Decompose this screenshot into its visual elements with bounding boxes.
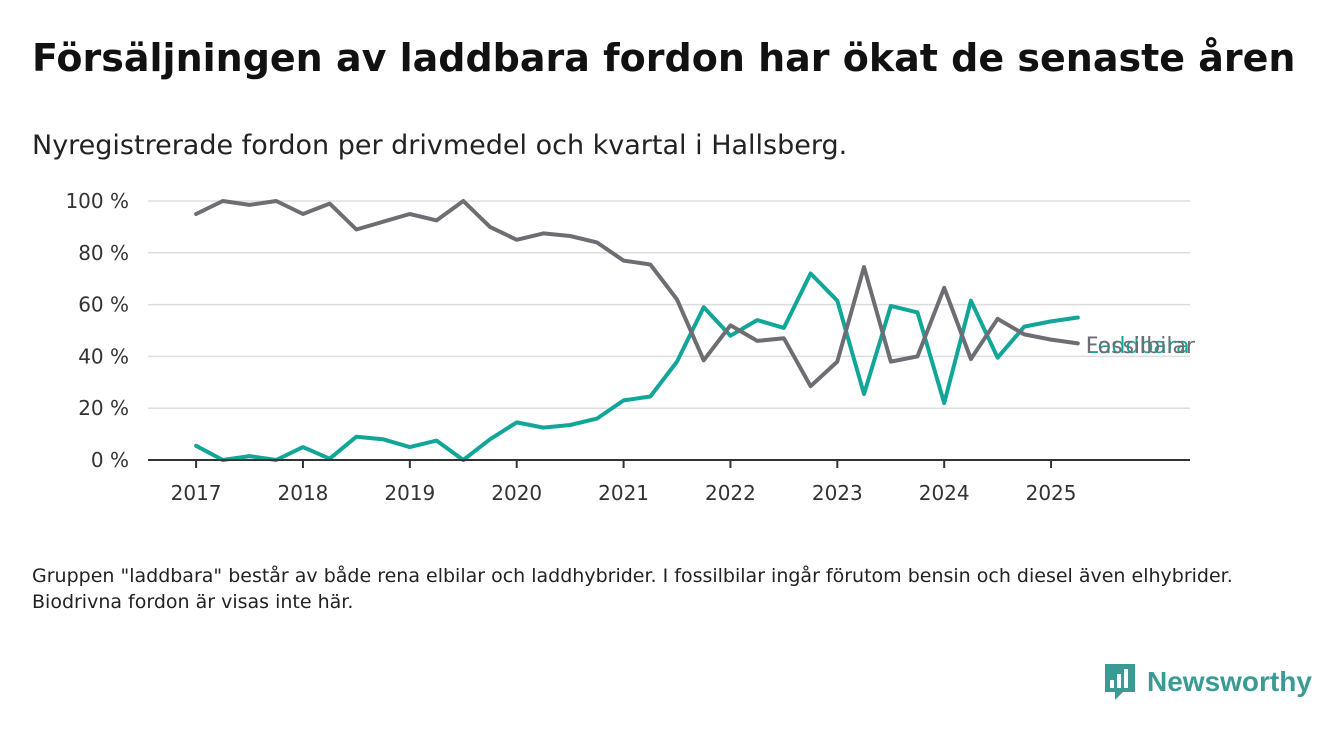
chart-subtitle: Nyregistrerade fordon per drivmedel och … xyxy=(32,130,848,161)
chart-title: Försäljningen av laddbara fordon har öka… xyxy=(32,36,1296,80)
newsworthy-brand: Newsworthy xyxy=(1103,662,1312,702)
x-tick-label: 2025 xyxy=(1026,481,1077,505)
series-lines xyxy=(194,199,1080,462)
axes: 0 % 20 % 40 % 60 % 80 % 100 % 2017 2018 2019 2020… xyxy=(65,189,1190,505)
y-tick-label: 40 % xyxy=(78,344,129,368)
y-tick-label: 80 % xyxy=(78,241,129,265)
y-tick-label: 60 % xyxy=(78,293,129,317)
x-tick-label: 2018 xyxy=(278,481,329,505)
series-label-laddbara: Laddbara xyxy=(1086,334,1190,359)
newsworthy-logo-icon xyxy=(1105,664,1135,700)
line-chart: 0 % 20 % 40 % 60 % 80 % 100 % 2017 2018 2019 2020… xyxy=(65,189,1196,505)
grid-lines xyxy=(148,200,1190,409)
x-tick-label: 2024 xyxy=(919,481,970,505)
brand-name: Newsworthy xyxy=(1147,666,1312,697)
series-line-laddbara xyxy=(194,271,1080,462)
series-label-fossilbilar: Fossilbilar xyxy=(1086,334,1196,359)
x-tick-label: 2023 xyxy=(812,481,863,505)
x-tick-label: 2017 xyxy=(171,481,222,505)
y-tick-label: 100 % xyxy=(65,189,129,213)
y-tick-label: 0 % xyxy=(91,448,129,472)
chart-footnote: Gruppen "laddbara" består av både rena e… xyxy=(32,565,1233,613)
y-tick-label: 20 % xyxy=(78,396,129,420)
x-tick-label: 2019 xyxy=(384,481,435,505)
series-line-fossilbilar xyxy=(194,199,1080,389)
x-tick-label: 2021 xyxy=(598,481,649,505)
x-tick-label: 2020 xyxy=(491,481,542,505)
x-tick-label: 2022 xyxy=(705,481,756,505)
